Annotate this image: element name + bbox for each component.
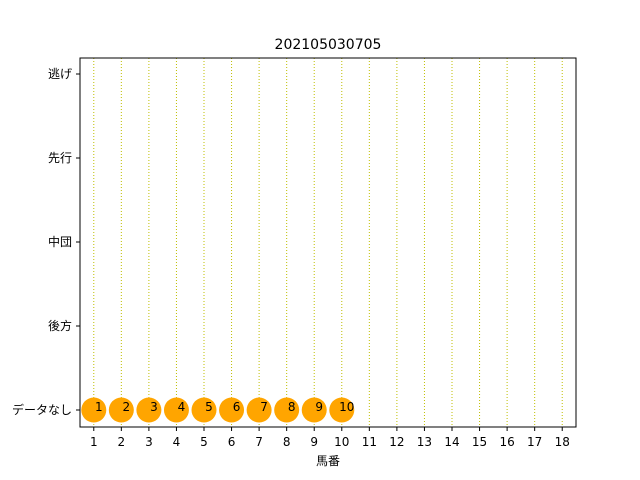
x-tick-label-15: 15 — [472, 435, 487, 449]
x-tick-label-6: 6 — [228, 435, 236, 449]
point-marker-3 — [136, 397, 162, 423]
x-tick-label-2: 2 — [118, 435, 126, 449]
y-tick-label-3: 先行 — [48, 151, 72, 165]
x-tick-label-12: 12 — [389, 435, 404, 449]
x-axis-label: 馬番 — [316, 454, 340, 468]
x-tick-label-16: 16 — [499, 435, 514, 449]
point-label-3: 3 — [150, 400, 158, 414]
x-tick-label-3: 3 — [145, 435, 153, 449]
point-label-9: 9 — [315, 400, 323, 414]
point-marker-4 — [163, 397, 189, 423]
point-marker-10 — [329, 397, 355, 423]
point-marker-6 — [219, 397, 245, 423]
x-tick-label-11: 11 — [362, 435, 377, 449]
point-label-6: 6 — [233, 400, 241, 414]
y-tick-label-0: データなし — [12, 402, 72, 417]
point-label-2: 2 — [123, 400, 131, 414]
point-label-10: 10 — [339, 400, 354, 414]
x-tick-label-17: 17 — [527, 435, 542, 449]
point-marker-1 — [81, 397, 107, 423]
y-tick-label-1: 後方 — [48, 318, 72, 333]
x-tick-label-9: 9 — [310, 435, 318, 449]
x-tick-label-14: 14 — [444, 435, 459, 449]
plot-area-frame — [79, 57, 577, 428]
grid-lines — [93, 58, 563, 427]
x-tick-label-18: 18 — [555, 435, 570, 449]
x-tick-label-7: 7 — [255, 435, 263, 449]
point-label-4: 4 — [178, 400, 186, 414]
x-axis-ticks: 1 2 3 4 5 6 7 8 9 10 11 12 13 14 15 16 17 18 — [90, 427, 570, 449]
chart-title: 202105030705 — [275, 37, 382, 53]
point-label-8: 8 — [288, 400, 296, 414]
x-tick-label-10: 10 — [334, 435, 349, 449]
point-marker-9 — [301, 397, 327, 423]
point-marker-2 — [108, 397, 134, 423]
x-tick-label-8: 8 — [283, 435, 291, 449]
x-tick-label-4: 4 — [173, 435, 181, 449]
y-tick-label-4: 逃げ — [48, 67, 72, 81]
point-marker-7 — [246, 397, 272, 423]
x-tick-label-1: 1 — [90, 435, 98, 449]
y-tick-label-2: 中団 — [48, 234, 72, 249]
point-marker-8 — [274, 397, 300, 423]
point-label-5: 5 — [205, 400, 213, 414]
x-tick-label-5: 5 — [200, 435, 208, 449]
point-label-1: 1 — [95, 400, 103, 414]
y-axis-ticks: データなし 後方 中団 先行 逃げ — [12, 67, 80, 417]
data-points: 1 2 3 4 5 6 7 8 9 10 — [81, 397, 355, 423]
point-marker-5 — [191, 397, 217, 423]
x-tick-label-13: 13 — [417, 435, 432, 449]
point-label-7: 7 — [260, 400, 268, 414]
